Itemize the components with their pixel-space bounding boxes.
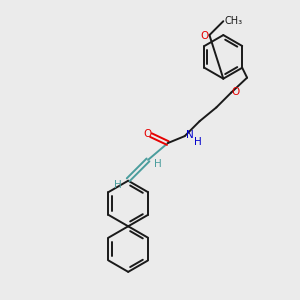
Text: O: O	[200, 31, 208, 41]
Text: H: H	[194, 137, 201, 147]
Text: H: H	[154, 159, 162, 169]
Text: N: N	[186, 130, 194, 140]
Text: CH₃: CH₃	[224, 16, 242, 26]
Text: O: O	[231, 86, 239, 97]
Text: O: O	[143, 129, 151, 139]
Text: H: H	[114, 180, 122, 190]
